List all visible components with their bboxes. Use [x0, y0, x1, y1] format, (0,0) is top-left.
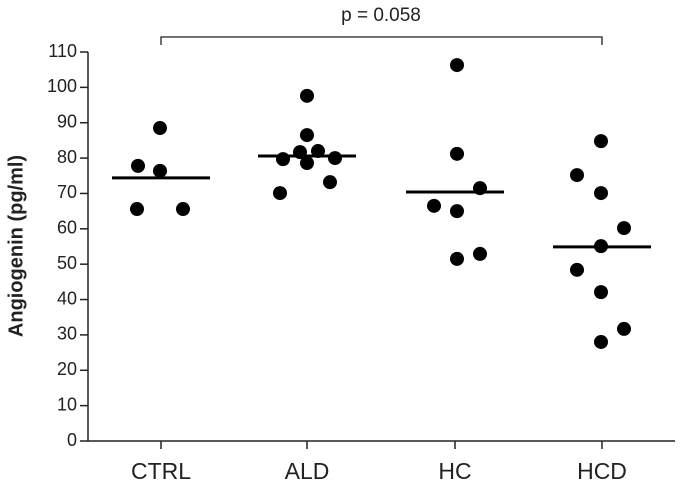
y-tick-label: 90: [57, 111, 77, 131]
y-axis-label: Angiogenin (pg/ml): [5, 155, 27, 337]
x-tick-label: ALD: [285, 458, 330, 484]
y-tick-label: 10: [57, 394, 77, 414]
data-point: [427, 198, 441, 213]
y-tick-label: 60: [57, 218, 77, 238]
data-point: [311, 144, 325, 159]
data-point: [300, 156, 314, 171]
annotation: p = 0.058: [341, 5, 421, 26]
data-point: [450, 251, 464, 266]
data-point: [570, 168, 584, 183]
data-point: [293, 145, 307, 160]
y-tick-label: 70: [57, 182, 77, 202]
y-tick-label: 30: [57, 324, 77, 344]
data-point: [570, 262, 584, 277]
y-tick-label: 80: [57, 147, 77, 167]
y-tick-label: 0: [67, 430, 77, 450]
data-point: [450, 146, 464, 161]
data-point: [617, 221, 631, 236]
data-point: [473, 181, 487, 196]
data-point: [450, 204, 464, 219]
data-point: [130, 202, 144, 217]
x-tick-label: CTRL: [131, 458, 191, 484]
x-tick-label: HC: [438, 458, 471, 484]
data-point: [300, 88, 314, 103]
x-tick-label: HCD: [577, 458, 627, 484]
y-tick-label: 50: [57, 253, 77, 273]
y-tick-label: 20: [57, 359, 77, 379]
data-point: [594, 239, 608, 254]
data-point: [176, 202, 190, 217]
data-point: [473, 246, 487, 261]
data-point: [323, 175, 337, 190]
data-point: [450, 58, 464, 73]
data-point: [328, 151, 342, 166]
data-point: [153, 163, 167, 178]
significance-bracket: [160, 36, 603, 45]
data-point: [153, 121, 167, 136]
data-point: [594, 285, 608, 300]
data-point: [594, 134, 608, 149]
y-tick-label: 40: [57, 288, 77, 308]
data-point: [300, 128, 314, 143]
y-tick-label: 100: [47, 76, 77, 96]
data-point: [594, 186, 608, 201]
data-point: [131, 158, 145, 173]
data-point: [617, 321, 631, 336]
data-point: [594, 334, 608, 349]
data-point: [273, 186, 287, 201]
data-point: [276, 152, 290, 167]
y-tick-label: 110: [48, 41, 77, 61]
